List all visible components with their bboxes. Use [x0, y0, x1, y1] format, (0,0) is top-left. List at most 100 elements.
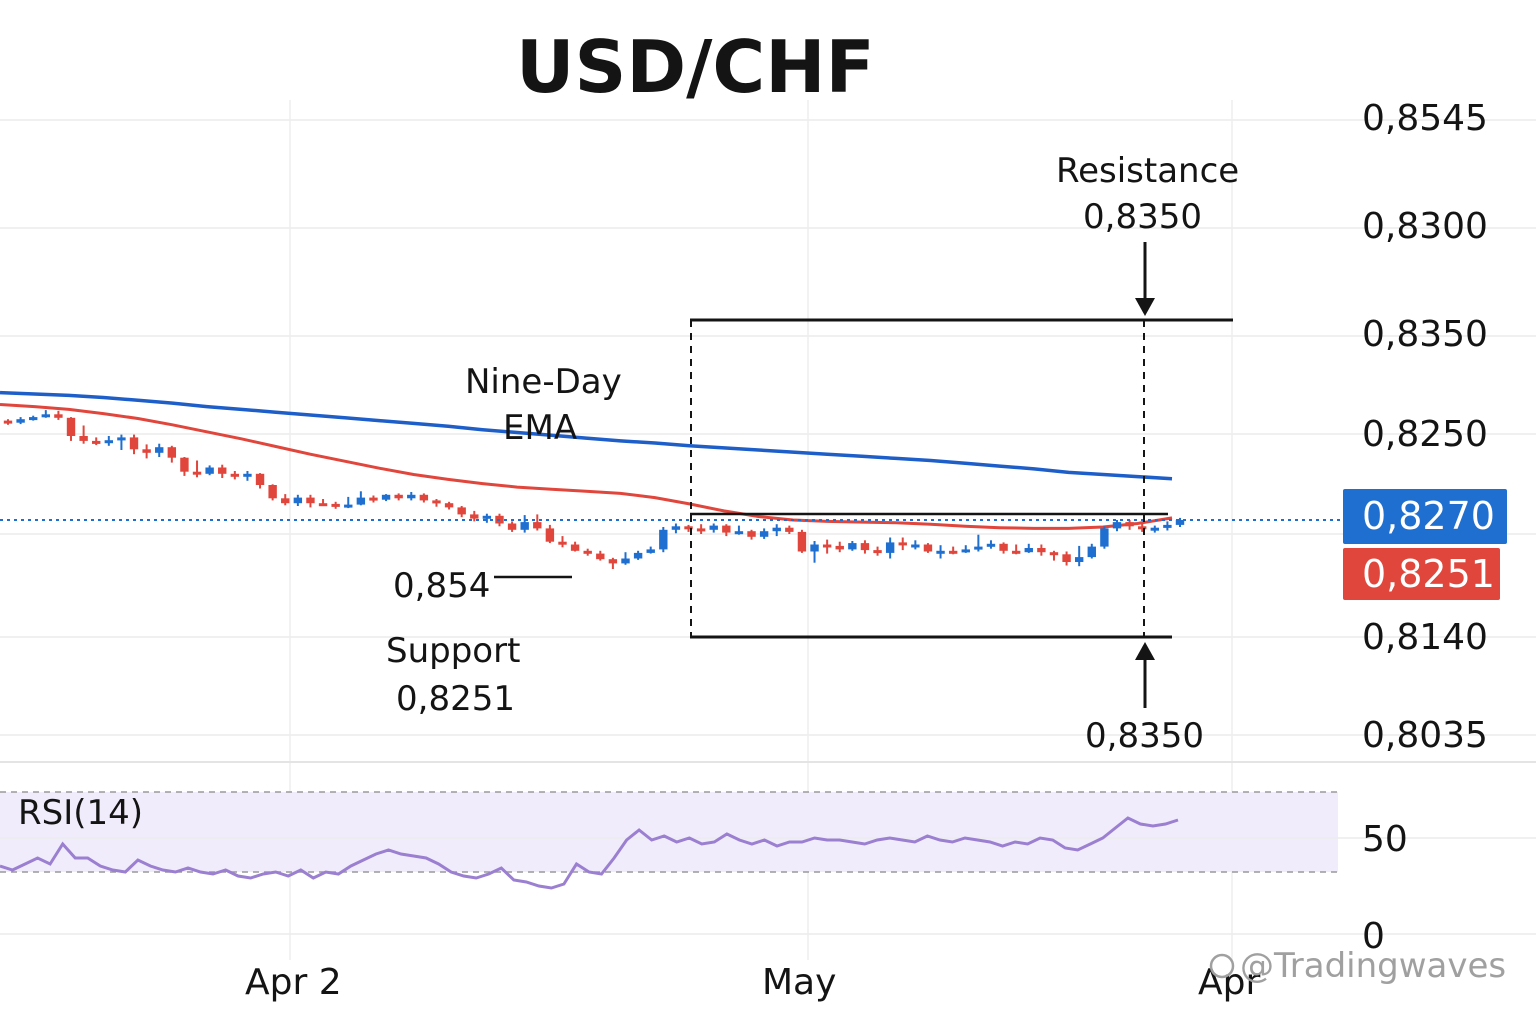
consolidation-box — [494, 318, 1233, 639]
candle — [1074, 545, 1084, 567]
candle — [545, 524, 555, 544]
candle — [1112, 520, 1122, 532]
candle — [822, 539, 832, 554]
candle — [785, 525, 794, 534]
candle — [117, 434, 126, 450]
candle — [369, 495, 378, 503]
candle — [923, 543, 933, 553]
candle — [167, 445, 177, 463]
candle — [306, 494, 315, 508]
candle — [1062, 551, 1071, 566]
candle — [318, 499, 328, 507]
level-label: 0,854 — [393, 566, 490, 606]
candle — [79, 425, 88, 444]
candle — [1100, 526, 1109, 549]
candle — [230, 471, 240, 480]
candle — [583, 548, 592, 556]
candle — [394, 493, 403, 501]
rsi-tick-0: 0 — [1362, 916, 1385, 957]
candle — [1087, 543, 1096, 559]
candle — [936, 545, 945, 559]
candle — [344, 496, 353, 509]
candle — [722, 524, 731, 537]
ema-slow-line — [0, 390, 1173, 481]
candle — [633, 550, 643, 560]
rsi-tick-50: 50 — [1362, 819, 1408, 860]
support-value: 0,8251 — [396, 679, 515, 719]
candle — [482, 513, 492, 523]
candle — [860, 540, 870, 554]
watermark-logo: @Tradingwaves — [1209, 946, 1506, 986]
candle — [570, 541, 580, 552]
ema-fast-line — [0, 403, 1173, 530]
support-arrow — [1135, 642, 1155, 708]
candle — [671, 523, 681, 534]
candle — [218, 464, 227, 478]
candle — [885, 537, 895, 559]
candle — [533, 514, 542, 531]
candle — [986, 540, 996, 549]
candle — [293, 494, 303, 506]
candle — [1011, 544, 1021, 555]
candle — [961, 545, 970, 553]
candle — [66, 417, 76, 441]
rsi-band — [0, 792, 1338, 872]
candle — [911, 540, 920, 550]
candle — [129, 434, 139, 455]
candle — [54, 410, 63, 420]
candle — [1125, 520, 1134, 530]
svg-text:@Tradingwaves: @Tradingwaves — [1240, 946, 1506, 986]
candle — [1163, 521, 1172, 531]
x-tick-apr: Apr — [1198, 962, 1260, 1003]
candle — [898, 537, 907, 551]
candle — [608, 557, 618, 569]
y-tick-label: 0,8035 — [1362, 715, 1488, 756]
candle — [407, 492, 416, 501]
candle — [507, 521, 517, 532]
candle — [1049, 550, 1059, 561]
resistance-arrow — [1135, 242, 1155, 316]
candle — [281, 494, 290, 506]
candle — [974, 534, 983, 552]
candle — [873, 546, 882, 556]
candle — [797, 529, 807, 553]
y-tick-label: 0,8545 — [1362, 98, 1488, 139]
rsi-label: RSI(14) — [18, 793, 143, 833]
candle — [41, 410, 51, 418]
candle — [142, 444, 151, 459]
candle — [747, 529, 756, 540]
candle — [419, 493, 429, 503]
candle — [192, 460, 202, 478]
y-tick-label: 0,8140 — [1362, 617, 1488, 658]
candle — [92, 437, 101, 446]
candle — [1175, 517, 1185, 527]
candle — [810, 541, 819, 563]
candle — [659, 527, 668, 553]
candle — [772, 524, 781, 537]
candle — [470, 510, 479, 522]
candle — [180, 457, 189, 476]
price-badge-blue — [1343, 489, 1507, 544]
rsi-line — [0, 816, 1179, 890]
y-tick-label: 0,8350 — [1362, 314, 1488, 355]
candle — [948, 546, 958, 555]
candle — [596, 550, 605, 561]
candle — [835, 541, 844, 553]
candle — [1037, 544, 1046, 556]
candle — [1024, 543, 1033, 553]
candle — [268, 484, 277, 501]
ema-label-line1: Nine-Day — [465, 362, 622, 402]
y-tick-label: 0,8250 — [1362, 414, 1488, 455]
x-tick-apr2: Apr 2 — [245, 962, 342, 1003]
candle — [104, 436, 114, 446]
lower-value: 0,8350 — [1085, 716, 1204, 756]
candle — [684, 524, 693, 532]
candle — [848, 541, 857, 551]
price-badge-blue-label: 0,8270 — [1362, 494, 1495, 538]
candles — [3, 410, 1185, 569]
candle — [381, 494, 391, 502]
y-tick-label: 0,8300 — [1362, 206, 1488, 247]
candle — [1150, 525, 1159, 533]
candle — [999, 542, 1008, 554]
